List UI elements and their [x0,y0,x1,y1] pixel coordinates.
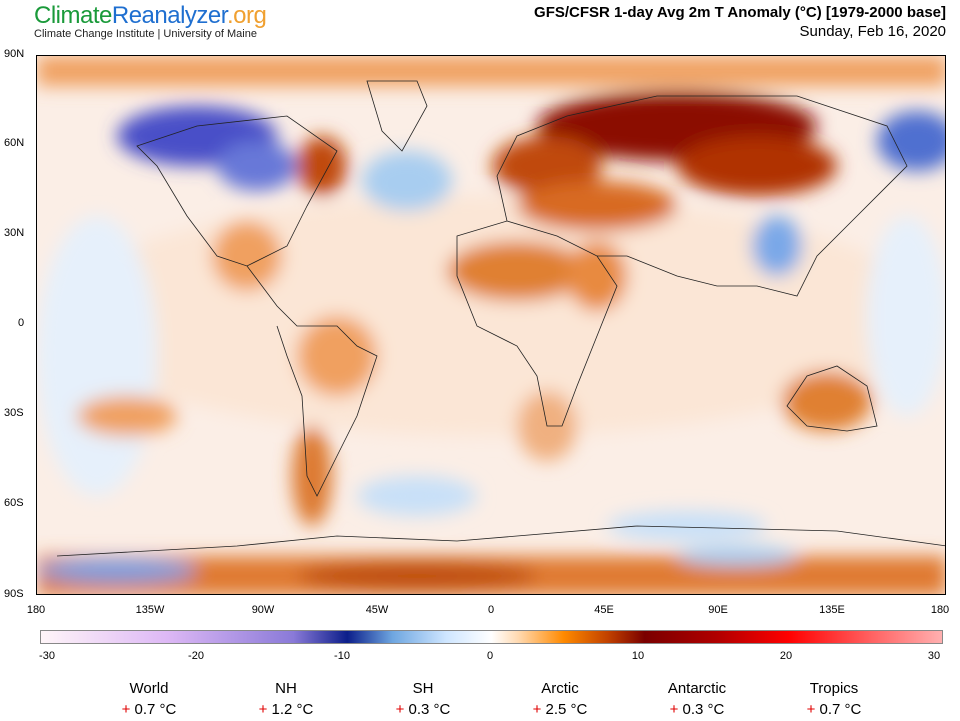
stat-label: World [129,680,169,697]
plus-icon: + [532,701,542,718]
stat-world: World + 0.7 °C [89,680,209,718]
coastlines [56,80,945,557]
plus-icon: + [258,701,268,718]
stat-nh: NH + 1.2 °C [226,680,346,718]
stat-sh: SH + 0.3 °C [363,680,483,718]
map-title: GFS/CFSR 1-day Avg 2m T Anomaly (°C) [19… [534,4,946,21]
stat-value: 0.7 °C [134,701,177,718]
plus-icon: + [121,701,131,718]
lat-label: 90N [4,48,25,60]
colorbar-tick: 20 [779,650,793,662]
lat-label: 90S [4,588,24,600]
stat-label: Tropics [809,680,859,697]
stat-value: 0.3 °C [682,701,725,718]
temperature-anomaly-map [36,55,946,595]
anomaly-field [37,56,945,594]
lat-label: 30N [4,227,25,239]
stat-value: 2.5 °C [545,701,588,718]
lat-label: 30S [4,407,24,419]
lat-label: 60N [4,137,25,149]
colorbar-tick: -10 [334,650,350,662]
stat-value: 0.7 °C [819,701,862,718]
site-logo[interactable]: ClimateReanalyzer.org [34,2,267,30]
stat-label: SH [412,680,434,697]
stat-antarctic: Antarctic + 0.3 °C [637,680,757,718]
colorbar-tick: -30 [39,650,55,662]
plus-icon: + [669,701,679,718]
lon-label: 90W [251,604,275,616]
stat-label: Arctic [541,680,579,697]
colorbar-tick: 10 [631,650,645,662]
stat-label: Antarctic [667,680,727,697]
stat-arctic: Arctic + 2.5 °C [500,680,620,718]
lon-label: 45W [365,604,389,616]
lat-label: 60S [4,497,24,509]
stat-value: 0.3 °C [408,701,451,718]
plus-icon: + [395,701,405,718]
logo-climate: Climate [34,2,112,29]
lon-label: 45E [594,604,614,616]
lon-label: 135E [819,604,845,616]
lon-label: 90E [708,604,728,616]
lon-label: 180 [26,604,46,616]
lon-label: 180 [930,604,950,616]
colorbar-tick: -20 [188,650,204,662]
map-date: Sunday, Feb 16, 2020 [799,23,947,40]
lon-label: 0 [487,604,495,616]
stat-value: 1.2 °C [271,701,314,718]
logo-org: .org [226,2,267,29]
lon-label: 135W [135,604,165,616]
stat-label: NH [275,680,297,697]
logo-reanalyzer: Reanalyzer [111,2,228,29]
color-scale-bar [40,630,943,644]
lat-label: 0 [18,317,25,329]
colorbar-tick: 30 [927,650,941,662]
logo-subtitle: Climate Change Institute | University of… [34,28,257,40]
stat-tropics: Tropics + 0.7 °C [774,680,894,718]
plus-icon: + [806,701,816,718]
colorbar-tick: 0 [486,650,494,662]
